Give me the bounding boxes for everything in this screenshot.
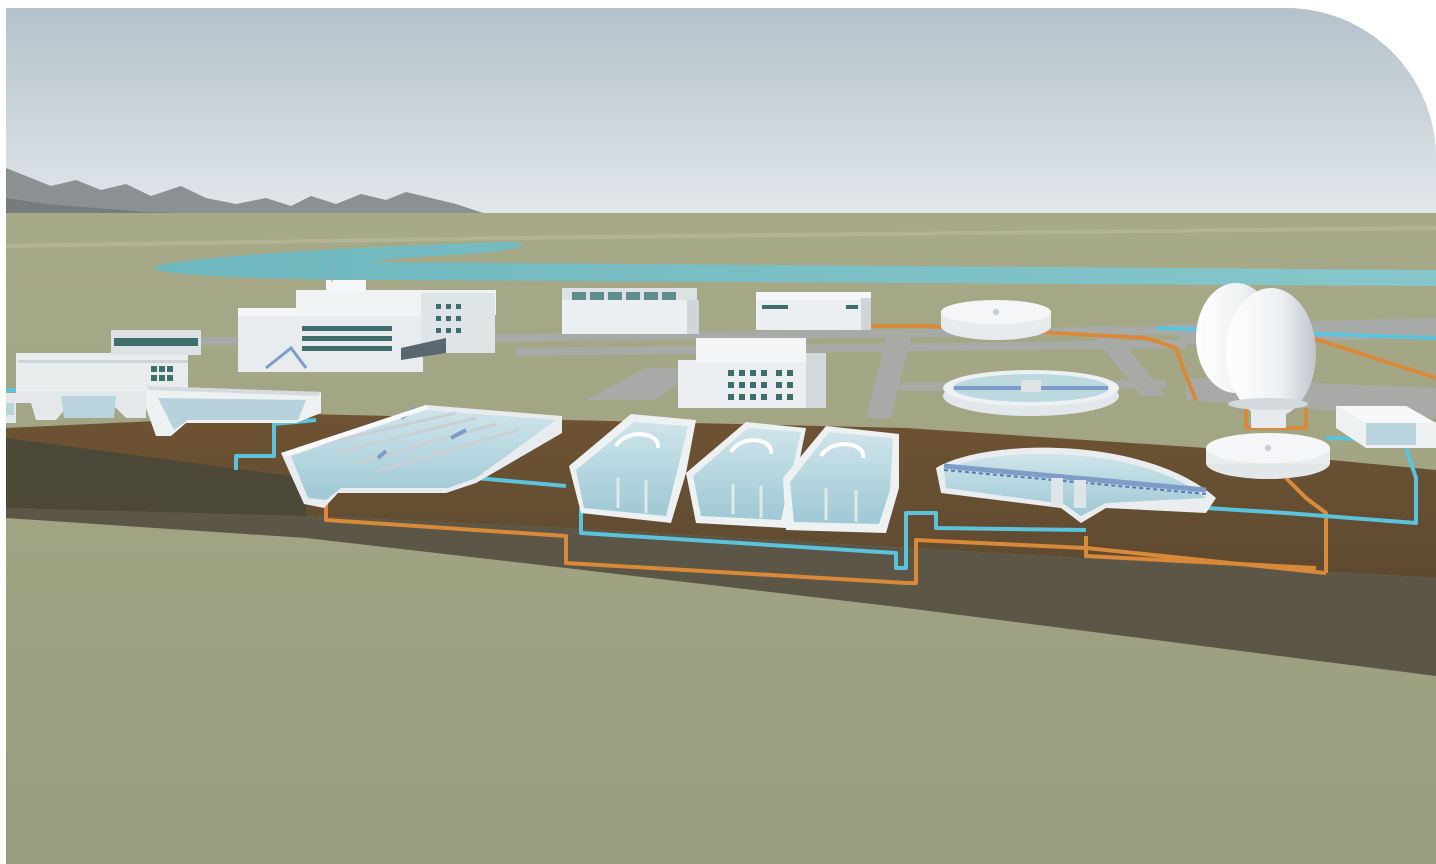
aeration-basin-2 (686, 422, 806, 528)
plant-scene-svg (6, 8, 1436, 864)
aeration-basin-3 (783, 426, 899, 533)
outfall-structure (1336, 406, 1436, 448)
sludge-pipes (324, 324, 1436, 585)
secondary-clarifier (936, 447, 1216, 523)
thickener-near (1206, 433, 1330, 479)
far-bank (6, 226, 1436, 248)
control-building (678, 338, 826, 408)
plant-illustration (6, 8, 1436, 864)
main-office-building (238, 266, 496, 372)
soil-cut-top (6, 438, 306, 516)
aeration-basins (569, 414, 899, 533)
primary-sedimentation-tank (281, 405, 562, 508)
thickener-middle (943, 370, 1119, 416)
aeration-basin-1 (569, 414, 696, 523)
egg-digesters (1196, 283, 1316, 428)
inlet-works (16, 330, 201, 420)
thickener-far (941, 300, 1051, 340)
blower-building (562, 288, 699, 334)
grit-chamber (146, 386, 321, 436)
river (156, 242, 1436, 286)
lab-building (756, 292, 871, 330)
left-pipe-outlet (6, 393, 16, 423)
sky (6, 8, 1436, 223)
